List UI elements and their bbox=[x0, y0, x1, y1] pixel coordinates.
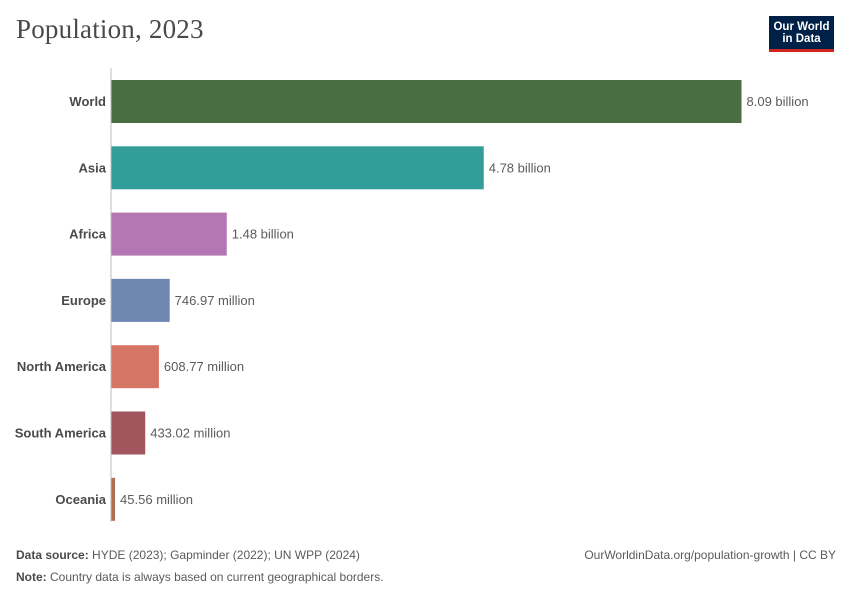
note-label: Note: bbox=[16, 570, 47, 584]
category-label: Asia bbox=[79, 160, 107, 175]
data-source-text[interactable]: HYDE (2023); Gapminder (2022); UN WPP (2… bbox=[92, 548, 360, 562]
logo-line-1: Our World bbox=[773, 21, 830, 33]
value-label: 1.48 billion bbox=[232, 227, 294, 242]
bar-south-america[interactable] bbox=[111, 411, 146, 455]
value-label: 608.77 million bbox=[164, 359, 244, 374]
bar-north-america[interactable] bbox=[111, 345, 159, 389]
bar-world[interactable] bbox=[111, 80, 742, 123]
value-label: 4.78 billion bbox=[489, 160, 551, 175]
chart-title: Population, 2023 bbox=[16, 14, 204, 44]
source-url[interactable]: OurWorldinData.org/population-growth | C… bbox=[584, 548, 836, 562]
bar-asia[interactable] bbox=[111, 146, 484, 190]
value-label: 433.02 million bbox=[150, 426, 230, 441]
value-label: 8.09 billion bbox=[747, 94, 809, 109]
note-text: Country data is always based on current … bbox=[50, 570, 384, 584]
data-source: Data source: HYDE (2023); Gapminder (202… bbox=[16, 548, 360, 562]
bar-oceania[interactable] bbox=[111, 477, 116, 521]
value-label: 746.97 million bbox=[175, 293, 255, 308]
value-label: 45.56 million bbox=[120, 492, 193, 507]
category-label: Europe bbox=[61, 293, 106, 308]
owid-logo[interactable]: Our World in Data bbox=[769, 16, 834, 52]
bar-chart: World 8.09 billion Asia 4.78 billion Africa 1… bbox=[15, 68, 809, 522]
category-label: South America bbox=[15, 426, 107, 441]
category-label: North America bbox=[17, 359, 107, 374]
category-label: Africa bbox=[69, 227, 107, 242]
category-label: World bbox=[69, 94, 106, 109]
logo-line-2: in Data bbox=[782, 33, 821, 45]
bar-europe[interactable] bbox=[111, 278, 170, 322]
category-label: Oceania bbox=[55, 492, 106, 507]
data-source-label: Data source: bbox=[16, 548, 89, 562]
chart-note: Note: Country data is always based on cu… bbox=[16, 570, 384, 584]
bar-africa[interactable] bbox=[111, 212, 227, 256]
